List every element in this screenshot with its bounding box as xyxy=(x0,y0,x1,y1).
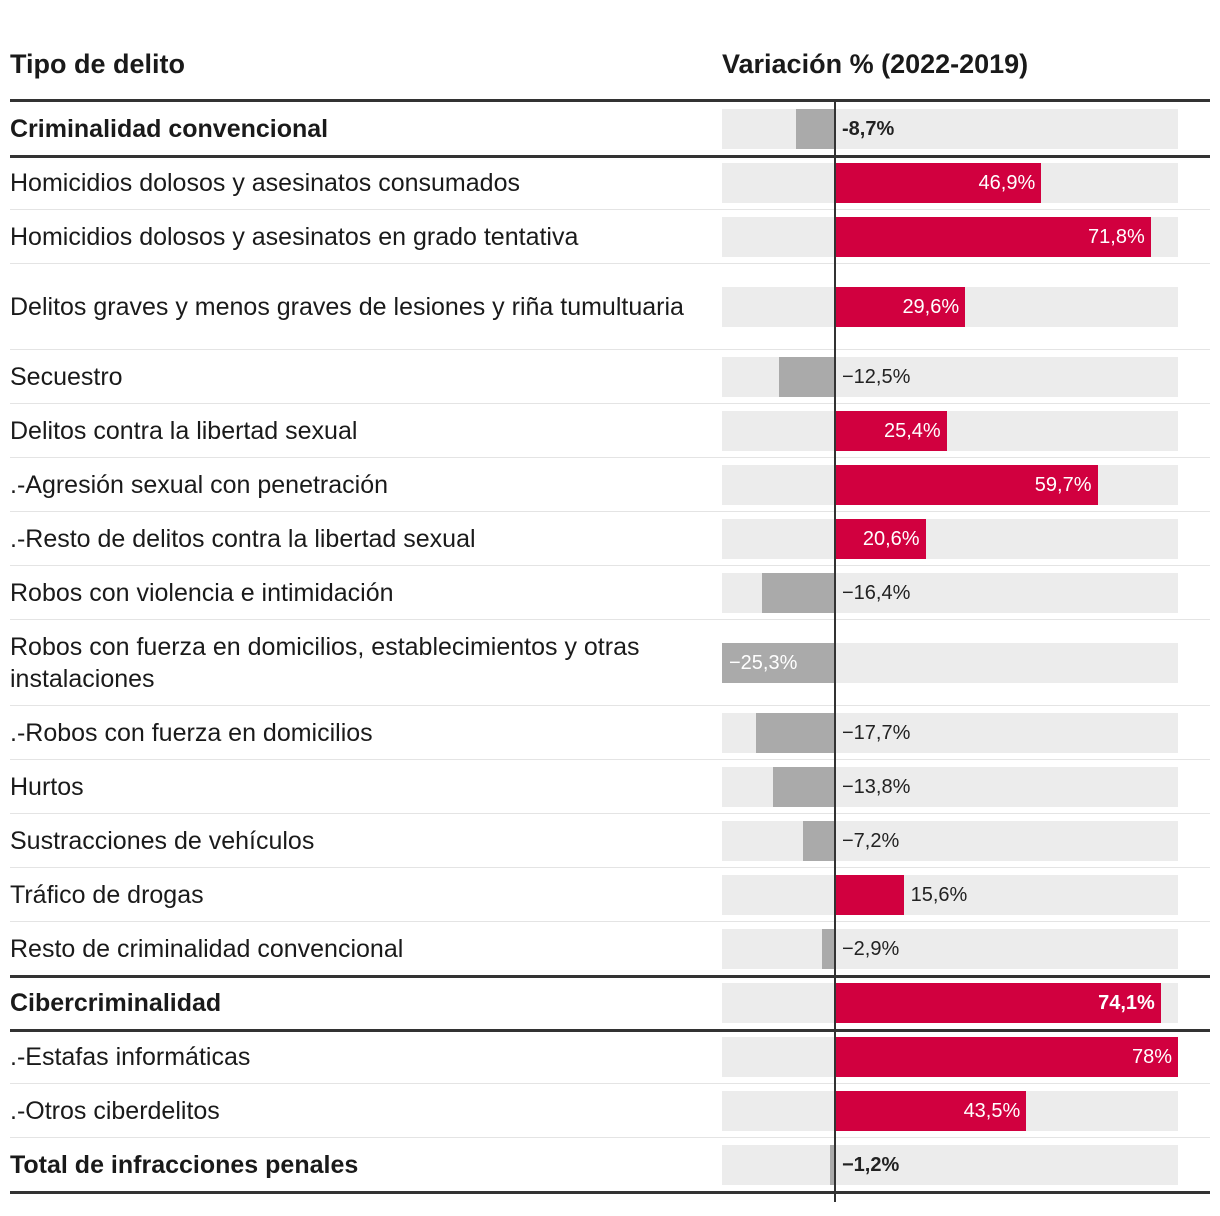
row-label: Total de infracciones penales xyxy=(10,1151,359,1179)
value-label: 20,6% xyxy=(862,528,920,550)
section-rule xyxy=(10,1029,1210,1032)
value-label: 25,4% xyxy=(883,420,941,442)
bar xyxy=(835,287,966,327)
row-divider xyxy=(10,705,1210,706)
row-label: Delitos contra la libertad sexual xyxy=(10,417,358,445)
bar xyxy=(835,217,1151,257)
value-label: 74,1% xyxy=(1098,992,1155,1014)
value-label: −13,8% xyxy=(842,776,911,798)
value-label: 71,8% xyxy=(1088,226,1145,248)
bar-track xyxy=(722,519,1178,559)
bar xyxy=(755,713,835,753)
row-label: Tráfico de drogas xyxy=(10,881,204,909)
bar xyxy=(835,1091,1027,1131)
row-label: Cibercriminalidad xyxy=(10,989,222,1017)
bar xyxy=(773,767,835,807)
bar xyxy=(779,357,835,397)
column-header-variation: Variación % (2022-2019) xyxy=(722,49,1029,79)
value-label: −1,2% xyxy=(842,1154,900,1176)
section-rule xyxy=(10,975,1210,978)
row-label: Robos con violencia e intimidación xyxy=(10,579,394,607)
bar-track xyxy=(722,109,1178,149)
bar-track xyxy=(722,929,1178,969)
row-divider xyxy=(10,511,1210,512)
bar xyxy=(822,929,835,969)
value-label: 15,6% xyxy=(910,884,968,906)
bar xyxy=(835,465,1098,505)
bar xyxy=(835,163,1042,203)
row-label: Resto de criminalidad convencional xyxy=(10,935,404,963)
row-label: Delitos graves y menos graves de lesione… xyxy=(10,293,684,321)
bar-track xyxy=(722,875,1178,915)
row-divider xyxy=(10,619,1210,620)
bar xyxy=(722,643,835,683)
row-divider xyxy=(10,1137,1210,1138)
value-label: −16,4% xyxy=(842,582,911,604)
row-divider xyxy=(10,565,1210,566)
row-divider xyxy=(10,209,1210,210)
value-label: −25,3% xyxy=(729,652,798,674)
row-divider xyxy=(10,263,1210,264)
bar xyxy=(835,1037,1178,1077)
row-divider xyxy=(10,759,1210,760)
row-divider xyxy=(10,1083,1210,1084)
row-divider xyxy=(10,867,1210,868)
row-label: Homicidios dolosos y asesinatos consumad… xyxy=(10,169,520,197)
bar xyxy=(802,821,835,861)
value-label: 43,5% xyxy=(963,1100,1021,1122)
value-label: 29,6% xyxy=(902,296,960,318)
bar-track xyxy=(722,821,1178,861)
row-label: .-Resto de delitos contra la libertad se… xyxy=(10,525,476,553)
value-label: −7,2% xyxy=(842,830,900,852)
bar xyxy=(761,573,835,613)
value-label: 59,7% xyxy=(1034,474,1092,496)
row-label: .-Otros ciberdelitos xyxy=(10,1097,220,1125)
bar-track xyxy=(722,411,1178,451)
bar xyxy=(796,109,835,149)
zero-axis-line xyxy=(834,100,836,1202)
value-label: −12,5% xyxy=(842,366,911,388)
bar xyxy=(835,875,904,915)
row-label: Secuestro xyxy=(10,363,123,391)
row-label: Homicidios dolosos y asesinatos en grado… xyxy=(10,223,579,251)
bar-track xyxy=(722,1145,1178,1185)
bar xyxy=(829,1145,835,1185)
value-label: −2,9% xyxy=(842,938,900,960)
value-label: 46,9% xyxy=(978,172,1036,194)
row-label: .-Estafas informáticas xyxy=(10,1043,251,1071)
bar xyxy=(835,519,926,559)
column-header-crime-type: Tipo de delito xyxy=(10,49,185,79)
row-divider xyxy=(10,457,1210,458)
row-divider xyxy=(10,349,1210,350)
row-label: Criminalidad convencional xyxy=(10,115,329,143)
header-rule xyxy=(10,99,1210,102)
row-divider xyxy=(10,813,1210,814)
row-label: .-Agresión sexual con penetración xyxy=(10,471,389,499)
bar xyxy=(835,983,1161,1023)
row-divider xyxy=(10,403,1210,404)
section-rule xyxy=(10,1191,1210,1194)
row-label: Robos con fuerza en domicilios, establec… xyxy=(10,633,640,693)
value-label: -8,7% xyxy=(842,118,895,140)
value-label: 78% xyxy=(1131,1046,1172,1068)
row-label: .-Robos con fuerza en domicilios xyxy=(10,719,373,747)
row-divider xyxy=(10,921,1210,922)
value-label: −17,7% xyxy=(842,722,911,744)
row-label: Hurtos xyxy=(10,773,84,801)
bar xyxy=(835,411,947,451)
section-rule xyxy=(10,155,1210,158)
row-label: Sustracciones de vehículos xyxy=(10,827,315,855)
